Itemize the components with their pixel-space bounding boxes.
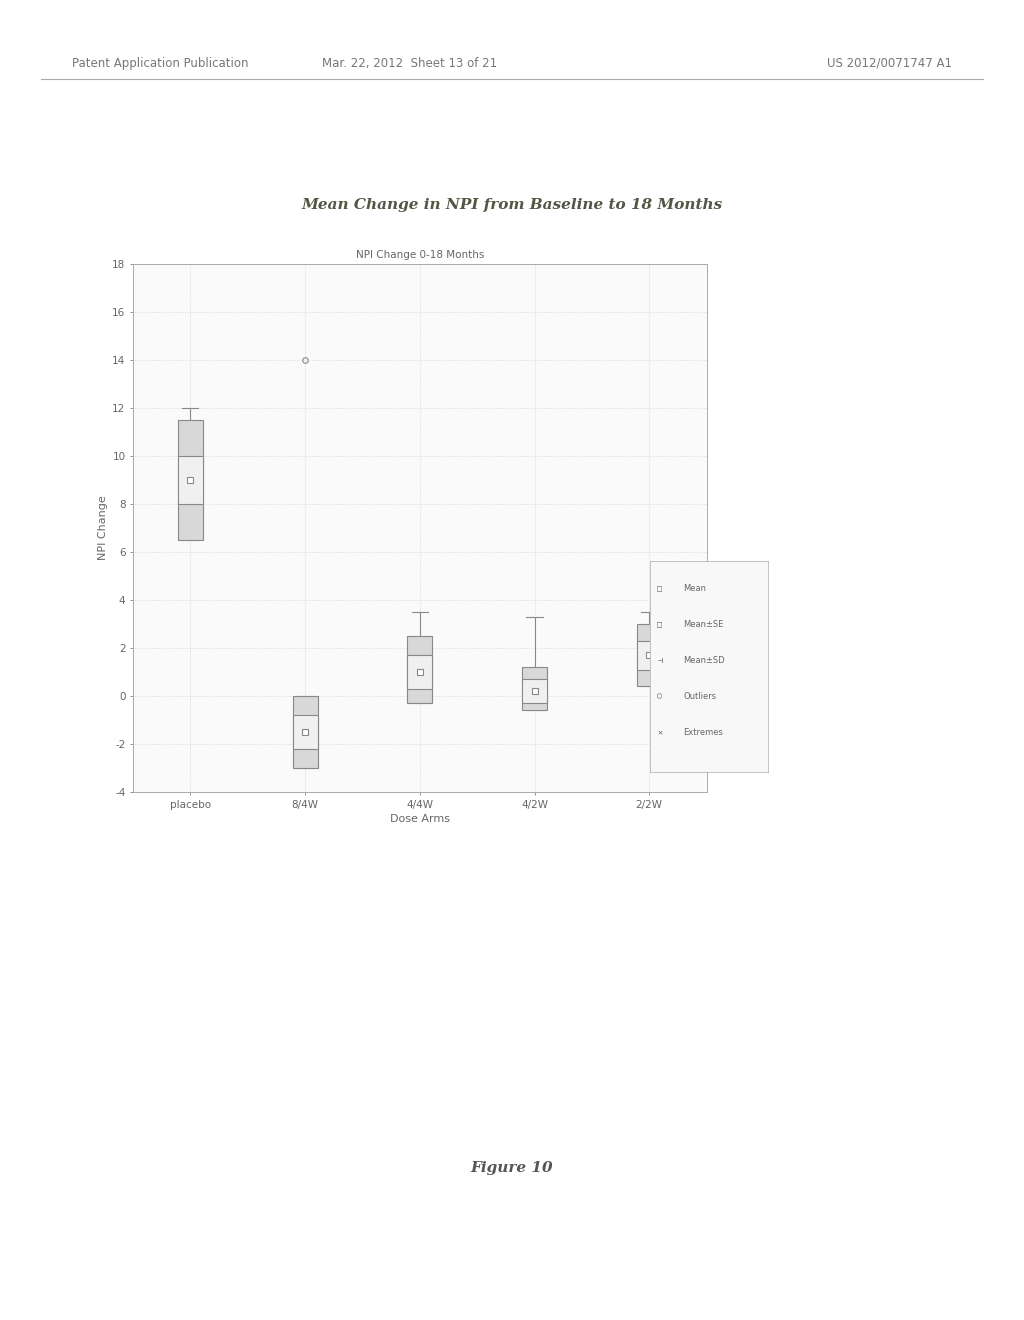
X-axis label: Dose Arms: Dose Arms bbox=[390, 814, 450, 824]
Bar bbox=[293, 715, 317, 748]
Text: ○: ○ bbox=[657, 692, 663, 701]
Text: Mean±SD: Mean±SD bbox=[683, 656, 725, 665]
Text: Outliers: Outliers bbox=[683, 692, 717, 701]
Text: ✕: ✕ bbox=[657, 727, 663, 737]
Bar bbox=[408, 636, 432, 704]
Bar bbox=[637, 640, 662, 669]
Text: Mean±SE: Mean±SE bbox=[683, 620, 724, 628]
Bar bbox=[522, 680, 547, 704]
Bar bbox=[522, 667, 547, 710]
Bar bbox=[293, 696, 317, 768]
Bar bbox=[178, 455, 203, 504]
Text: ⊣: ⊣ bbox=[657, 656, 663, 665]
Bar bbox=[637, 624, 662, 686]
Bar bbox=[408, 655, 432, 689]
Bar bbox=[178, 420, 203, 540]
Text: Patent Application Publication: Patent Application Publication bbox=[72, 57, 248, 70]
Text: Mean Change in NPI from Baseline to 18 Months: Mean Change in NPI from Baseline to 18 M… bbox=[301, 198, 723, 211]
Y-axis label: NPI Change: NPI Change bbox=[98, 495, 109, 561]
Text: □: □ bbox=[657, 620, 663, 628]
Text: Mar. 22, 2012  Sheet 13 of 21: Mar. 22, 2012 Sheet 13 of 21 bbox=[322, 57, 498, 70]
Text: Figure 10: Figure 10 bbox=[471, 1162, 553, 1175]
Title: NPI Change 0-18 Months: NPI Change 0-18 Months bbox=[355, 251, 484, 260]
Text: Mean: Mean bbox=[683, 583, 707, 593]
Text: US 2012/0071747 A1: US 2012/0071747 A1 bbox=[827, 57, 952, 70]
Text: Extremes: Extremes bbox=[683, 727, 723, 737]
Text: □: □ bbox=[657, 583, 663, 593]
